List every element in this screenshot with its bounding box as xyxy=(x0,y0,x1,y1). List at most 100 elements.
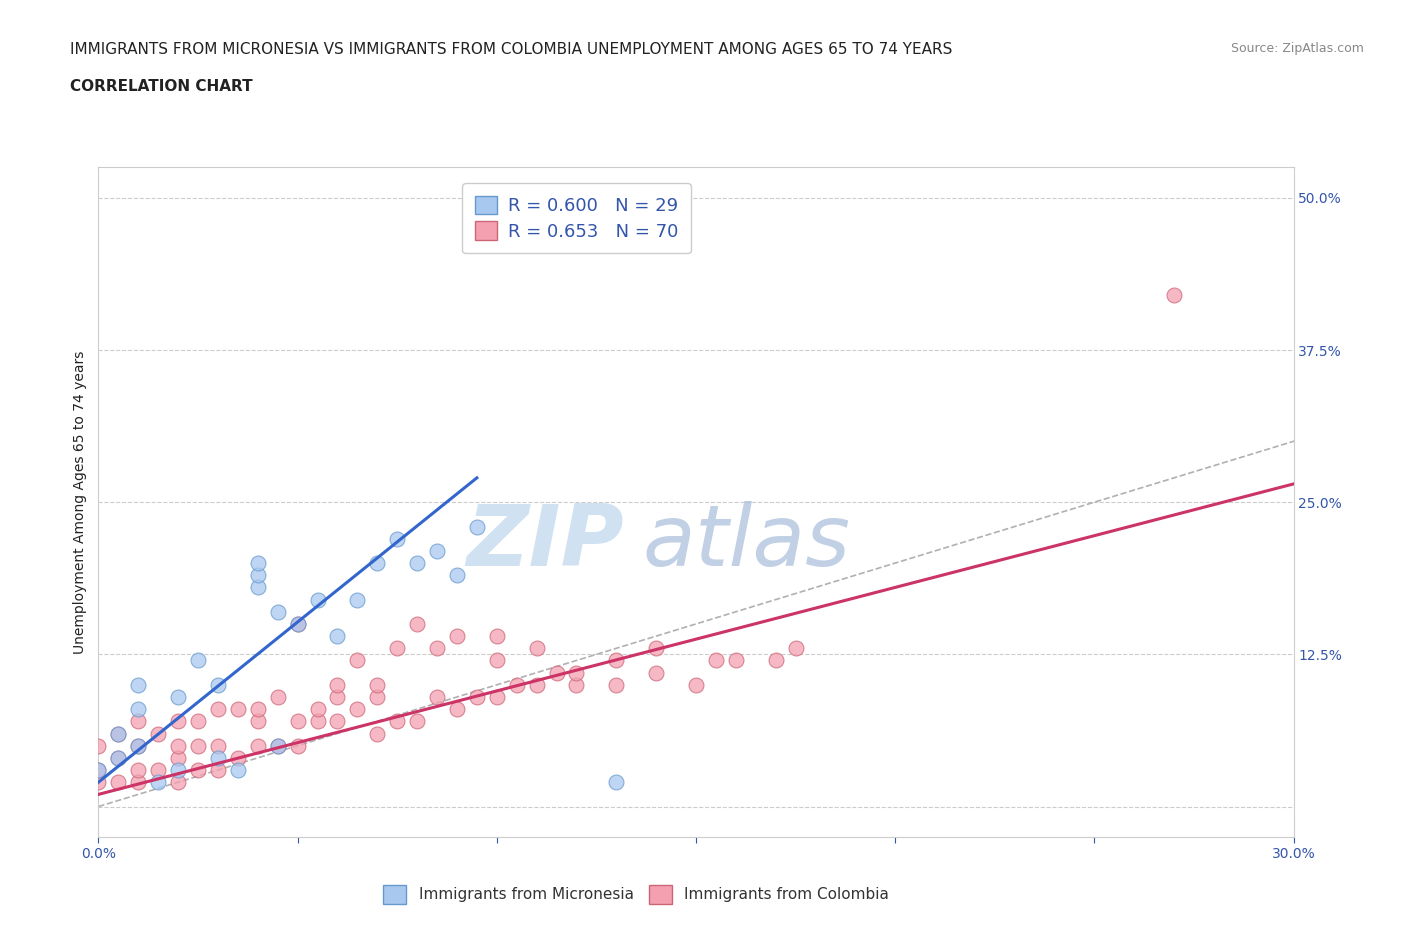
Point xyxy=(307,702,329,717)
Point xyxy=(87,763,110,777)
Text: ZIP: ZIP xyxy=(467,501,624,584)
Point xyxy=(287,738,309,753)
Point xyxy=(127,738,149,753)
Point xyxy=(127,677,149,692)
Point xyxy=(506,677,529,692)
Point xyxy=(167,689,190,704)
Point xyxy=(704,653,727,668)
Point xyxy=(385,641,409,656)
Legend: Immigrants from Micronesia, Immigrants from Colombia: Immigrants from Micronesia, Immigrants f… xyxy=(377,879,896,910)
Point xyxy=(785,641,807,656)
Point xyxy=(724,653,747,668)
Point xyxy=(148,763,170,777)
Point xyxy=(267,738,290,753)
Point xyxy=(385,531,409,546)
Point xyxy=(685,677,707,692)
Point xyxy=(446,629,468,644)
Point xyxy=(267,689,290,704)
Point xyxy=(307,714,329,729)
Point xyxy=(167,738,190,753)
Point xyxy=(765,653,787,668)
Point xyxy=(366,555,388,570)
Point xyxy=(226,702,249,717)
Point xyxy=(366,726,388,741)
Point xyxy=(526,641,548,656)
Point xyxy=(465,689,488,704)
Point xyxy=(465,519,488,534)
Point xyxy=(565,677,588,692)
Point xyxy=(127,738,149,753)
Point xyxy=(246,714,269,729)
Text: CORRELATION CHART: CORRELATION CHART xyxy=(70,79,253,94)
Point xyxy=(446,568,468,583)
Point xyxy=(426,641,449,656)
Point xyxy=(187,738,209,753)
Text: atlas: atlas xyxy=(643,501,851,584)
Point xyxy=(87,775,110,790)
Point xyxy=(446,702,468,717)
Point xyxy=(565,665,588,680)
Point xyxy=(167,751,190,765)
Point xyxy=(406,555,429,570)
Point xyxy=(246,702,269,717)
Point xyxy=(127,714,149,729)
Point xyxy=(326,689,349,704)
Point xyxy=(605,677,627,692)
Point xyxy=(406,617,429,631)
Point xyxy=(167,763,190,777)
Point xyxy=(107,751,129,765)
Point xyxy=(346,653,368,668)
Point xyxy=(366,689,388,704)
Point xyxy=(107,726,129,741)
Point xyxy=(207,738,229,753)
Point xyxy=(485,653,508,668)
Point xyxy=(287,714,309,729)
Point xyxy=(346,592,368,607)
Point xyxy=(187,653,209,668)
Point xyxy=(645,641,668,656)
Point xyxy=(426,543,449,558)
Point xyxy=(148,775,170,790)
Point xyxy=(426,689,449,704)
Point xyxy=(87,763,110,777)
Point xyxy=(87,738,110,753)
Point xyxy=(485,689,508,704)
Y-axis label: Unemployment Among Ages 65 to 74 years: Unemployment Among Ages 65 to 74 years xyxy=(73,351,87,654)
Point xyxy=(107,775,129,790)
Point xyxy=(287,617,309,631)
Point xyxy=(207,702,229,717)
Point xyxy=(167,714,190,729)
Text: IMMIGRANTS FROM MICRONESIA VS IMMIGRANTS FROM COLOMBIA UNEMPLOYMENT AMONG AGES 6: IMMIGRANTS FROM MICRONESIA VS IMMIGRANTS… xyxy=(70,42,953,57)
Point xyxy=(246,568,269,583)
Point xyxy=(107,751,129,765)
Point xyxy=(287,617,309,631)
Point xyxy=(127,702,149,717)
Point xyxy=(127,763,149,777)
Point xyxy=(526,677,548,692)
Point xyxy=(605,653,627,668)
Point xyxy=(326,677,349,692)
Point xyxy=(246,580,269,595)
Point xyxy=(307,592,329,607)
Point xyxy=(127,775,149,790)
Point xyxy=(246,738,269,753)
Point xyxy=(207,751,229,765)
Point xyxy=(267,738,290,753)
Point xyxy=(148,726,170,741)
Point xyxy=(385,714,409,729)
Point xyxy=(167,775,190,790)
Point xyxy=(207,677,229,692)
Point xyxy=(226,751,249,765)
Point xyxy=(605,775,627,790)
Point xyxy=(187,763,209,777)
Point xyxy=(187,714,209,729)
Point xyxy=(406,714,429,729)
Point xyxy=(226,763,249,777)
Point xyxy=(645,665,668,680)
Point xyxy=(1163,287,1185,302)
Point xyxy=(267,604,290,619)
Point xyxy=(346,702,368,717)
Point xyxy=(326,714,349,729)
Point xyxy=(546,665,568,680)
Text: Source: ZipAtlas.com: Source: ZipAtlas.com xyxy=(1230,42,1364,55)
